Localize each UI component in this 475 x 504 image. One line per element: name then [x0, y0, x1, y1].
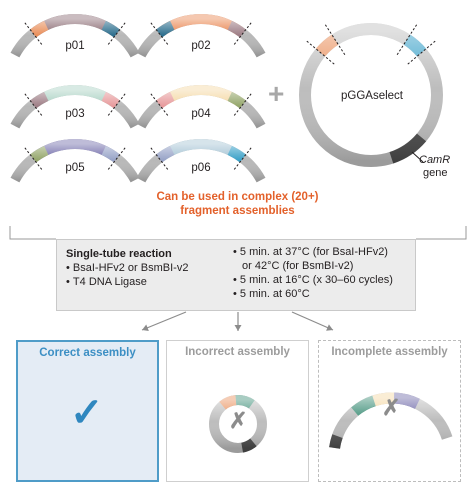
- arrow: [291, 311, 334, 331]
- part-p06: [136, 139, 266, 183]
- step-item: 5 min. at 37°C (for BsaI-HFv2): [233, 245, 393, 259]
- reaction-left: Single-tube reaction BsaI-HFv2 or BsmBI-…: [66, 247, 188, 289]
- cut-site: [107, 22, 126, 45]
- part-p01: [10, 14, 140, 58]
- arrow: [141, 311, 187, 331]
- tube-shading: [136, 85, 266, 129]
- incorrect-plasmid: [209, 395, 267, 453]
- step-item: 5 min. at 60°C: [233, 287, 393, 301]
- camr-name: CamR: [419, 154, 451, 166]
- cut-site: [150, 147, 169, 170]
- cut-site: [306, 40, 335, 65]
- arrow-head: [234, 325, 242, 331]
- arrow-shaft: [141, 311, 187, 331]
- cut-site: [233, 93, 252, 116]
- part-label: p02: [191, 40, 211, 52]
- enzyme-item: BsaI-HFv2 or BsmBI-v2: [66, 261, 189, 275]
- part-label: p04: [191, 108, 211, 120]
- part-label: p05: [65, 162, 85, 174]
- tube-shading: [10, 85, 140, 129]
- cut-site: [407, 40, 436, 65]
- part-p05: [10, 139, 140, 183]
- incorrect-assembly-panel: Incorrect assembly: [166, 340, 309, 482]
- part-label: p06: [191, 162, 211, 174]
- tube-shading: [136, 139, 266, 183]
- outcome-arrows: [141, 311, 334, 331]
- tube-shading: [329, 392, 453, 449]
- cross-icon: ✗: [229, 408, 248, 433]
- arrow: [234, 312, 242, 331]
- part-p02: [136, 14, 266, 58]
- cut-site: [324, 24, 346, 56]
- camr-leader-line: [411, 151, 424, 163]
- cut-site: [233, 147, 252, 170]
- tube-shading: [10, 14, 140, 58]
- plus-sign: +: [268, 78, 285, 109]
- tube-shading: [136, 14, 266, 58]
- vector-label: pGGAselect: [341, 90, 403, 102]
- arrow-head: [326, 324, 333, 331]
- cut-site: [24, 93, 43, 116]
- check-icon: ✓: [70, 391, 104, 435]
- enzyme-item: T4 DNA Ligase: [66, 275, 188, 289]
- note-line-1: Can be used in complex (20+): [156, 191, 319, 203]
- step-item: 5 min. at 16°C (x 30–60 cycles): [233, 273, 393, 287]
- cut-site: [24, 22, 43, 45]
- correct-assembly-panel: Correct assembly: [16, 340, 159, 482]
- gene-word: gene: [423, 167, 448, 179]
- vector-plasmid: [299, 23, 443, 167]
- panel-title: Incomplete assembly: [331, 346, 448, 358]
- step-item-continuation: or 42°C (for BsmBI-v2): [242, 260, 354, 272]
- part-p03: [10, 85, 140, 129]
- part-label: p03: [65, 108, 85, 120]
- camr-gene-label: CamR gene: [419, 154, 450, 180]
- cut-site: [150, 93, 169, 116]
- cut-site: [150, 22, 169, 45]
- panel-title: Incorrect assembly: [185, 346, 290, 358]
- reaction-bracket: [9, 226, 467, 240]
- assembly-note: Can be used in complex (20+) fragment as…: [0, 190, 475, 218]
- panel-title: Correct assembly: [39, 347, 136, 359]
- cut-site: [396, 24, 418, 56]
- part-label: p01: [65, 40, 85, 52]
- cross-icon: ✗: [382, 395, 401, 420]
- tube-shading: [209, 395, 267, 453]
- incomplete-plasmid: [329, 392, 453, 449]
- note-line-2: fragment assemblies: [180, 205, 295, 217]
- reaction-steps: 5 min. at 37°C (for BsaI-HFv2) or 42°C (…: [233, 245, 393, 301]
- arrow-head: [142, 324, 149, 331]
- cut-site: [107, 93, 126, 116]
- tube-shading: [10, 139, 140, 183]
- cut-site: [107, 147, 126, 170]
- tube-shading: [299, 23, 443, 167]
- cut-site: [24, 147, 43, 170]
- arrow-shaft: [291, 311, 334, 331]
- cut-site: [233, 22, 252, 45]
- reaction-title: Single-tube reaction: [66, 248, 172, 260]
- reaction-box: Single-tube reaction BsaI-HFv2 or BsmBI-…: [56, 239, 416, 311]
- incomplete-assembly-panel: Incomplete assembly: [318, 340, 461, 482]
- part-p04: [136, 85, 266, 129]
